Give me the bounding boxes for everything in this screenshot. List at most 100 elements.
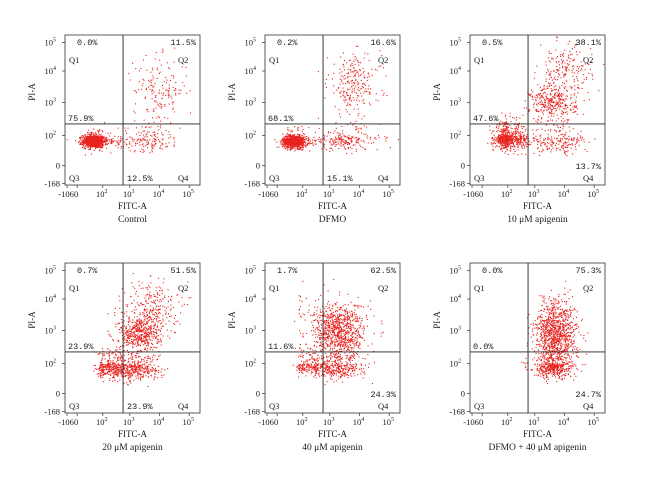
data-point — [537, 110, 539, 112]
data-point — [497, 140, 499, 142]
data-point — [563, 74, 565, 76]
data-point — [90, 143, 92, 145]
data-point — [584, 149, 586, 151]
data-point — [286, 146, 288, 148]
data-point — [131, 322, 133, 324]
data-point — [174, 47, 176, 49]
data-point — [301, 125, 303, 127]
data-point — [150, 84, 152, 86]
data-point — [97, 146, 99, 148]
data-point — [280, 143, 282, 145]
data-point — [505, 146, 507, 148]
data-point — [591, 73, 593, 75]
data-point — [505, 141, 507, 143]
data-point — [339, 83, 341, 85]
data-point — [106, 365, 108, 367]
data-point — [520, 135, 522, 137]
data-point — [111, 370, 113, 372]
data-point — [544, 102, 546, 104]
data-point — [172, 107, 174, 109]
data-point — [521, 138, 523, 140]
data-point — [140, 319, 142, 321]
data-point — [360, 62, 362, 64]
data-point — [309, 150, 311, 152]
data-point — [304, 138, 306, 140]
data-point — [138, 337, 140, 339]
data-point — [356, 104, 358, 106]
data-point — [138, 330, 140, 332]
data-point — [513, 136, 515, 138]
data-point — [116, 367, 118, 369]
data-point — [543, 97, 545, 99]
data-point — [110, 142, 112, 144]
y-tick-label: 105 — [450, 38, 462, 48]
data-point — [108, 367, 110, 369]
data-point — [497, 141, 499, 143]
data-point — [136, 328, 138, 330]
data-point — [163, 81, 165, 83]
data-point — [100, 372, 102, 374]
data-point — [98, 140, 100, 142]
data-point — [287, 147, 289, 149]
data-point — [99, 369, 101, 371]
data-point — [143, 335, 145, 337]
data-point — [528, 94, 530, 96]
data-point — [330, 132, 332, 134]
data-point — [568, 119, 570, 121]
data-point — [341, 139, 343, 141]
data-point — [519, 133, 521, 135]
data-point — [344, 99, 346, 101]
data-point — [367, 76, 369, 78]
data-point — [128, 143, 130, 145]
data-point — [556, 108, 558, 110]
data-point — [119, 346, 121, 348]
data-point — [326, 149, 328, 151]
data-point — [155, 143, 157, 145]
data-point — [503, 130, 505, 132]
data-point — [125, 364, 127, 366]
data-point — [547, 120, 549, 122]
data-point — [153, 134, 155, 136]
data-point — [105, 147, 107, 149]
data-point — [369, 91, 371, 93]
data-point — [131, 355, 133, 357]
data-point — [158, 335, 160, 337]
data-point — [560, 103, 562, 105]
data-point — [563, 150, 565, 152]
data-point — [125, 328, 127, 330]
data-point — [304, 141, 306, 143]
data-point — [136, 338, 138, 340]
data-point — [568, 69, 570, 71]
data-point — [101, 135, 103, 137]
data-point — [502, 132, 504, 134]
data-point — [363, 92, 365, 94]
data-point — [135, 103, 137, 105]
data-point — [346, 91, 348, 93]
data-point — [515, 127, 517, 129]
data-point — [293, 142, 295, 144]
data-point — [548, 142, 550, 144]
data-point — [561, 106, 563, 108]
data-point — [284, 140, 286, 142]
data-point — [549, 102, 551, 104]
data-point — [136, 341, 138, 343]
data-point — [368, 59, 370, 61]
data-point — [562, 113, 564, 115]
data-point — [569, 61, 571, 63]
x-tick-exponent: 4 — [161, 189, 164, 195]
data-point — [99, 141, 101, 143]
data-point — [512, 136, 514, 138]
data-point — [503, 143, 505, 145]
data-point — [133, 336, 135, 338]
data-point — [292, 139, 294, 141]
data-point — [540, 142, 542, 144]
data-point — [141, 339, 143, 341]
data-point — [86, 140, 88, 142]
data-point — [526, 134, 528, 136]
data-point — [121, 372, 123, 374]
data-point — [333, 72, 335, 74]
data-point — [517, 141, 519, 143]
data-point — [152, 147, 154, 149]
data-point — [145, 145, 147, 147]
